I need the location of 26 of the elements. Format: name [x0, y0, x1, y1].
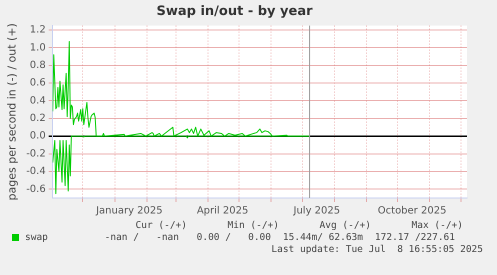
y-tick-label: -0.6: [26, 184, 46, 195]
text: Avg (-/+): [318, 220, 371, 231]
text: 0.00 / 0.00: [196, 232, 271, 243]
x-tick-label: April 2025: [196, 206, 248, 217]
y-tick-label: 0.2: [30, 113, 46, 124]
y-axis-title: pages per second in (-) / out (+): [5, 23, 18, 200]
y-tick-label: -0.2: [26, 148, 46, 160]
text: -nan / -nan: [104, 232, 179, 243]
x-tick-label: July 2025: [292, 206, 340, 217]
y-tick-label: 0.0: [30, 130, 46, 142]
x-tick-label: January 2025: [95, 206, 163, 217]
y-tick-label: 0.6: [30, 78, 46, 89]
chart-title: Swap in/out - by year: [156, 4, 314, 20]
text: 15.44m/ 62.63m: [282, 232, 363, 243]
y-tick-label: -0.4: [26, 166, 46, 178]
text: Max (-/+): [410, 220, 463, 231]
text: Last update: Tue Jul 8 16:55:05 2025: [271, 244, 483, 255]
y-tick-label: 1.0: [30, 42, 46, 54]
x-tick-label: October 2025: [378, 206, 446, 217]
y-tick-label: 1.2: [30, 24, 46, 36]
y-tick-label: 0.8: [30, 60, 46, 71]
text: Cur (-/+): [134, 220, 187, 231]
y-tick-label: 0.4: [30, 95, 46, 106]
legend-label: swap: [25, 232, 48, 243]
text: 172.17 /227.61: [374, 232, 455, 243]
text: Min (-/+): [226, 220, 279, 231]
